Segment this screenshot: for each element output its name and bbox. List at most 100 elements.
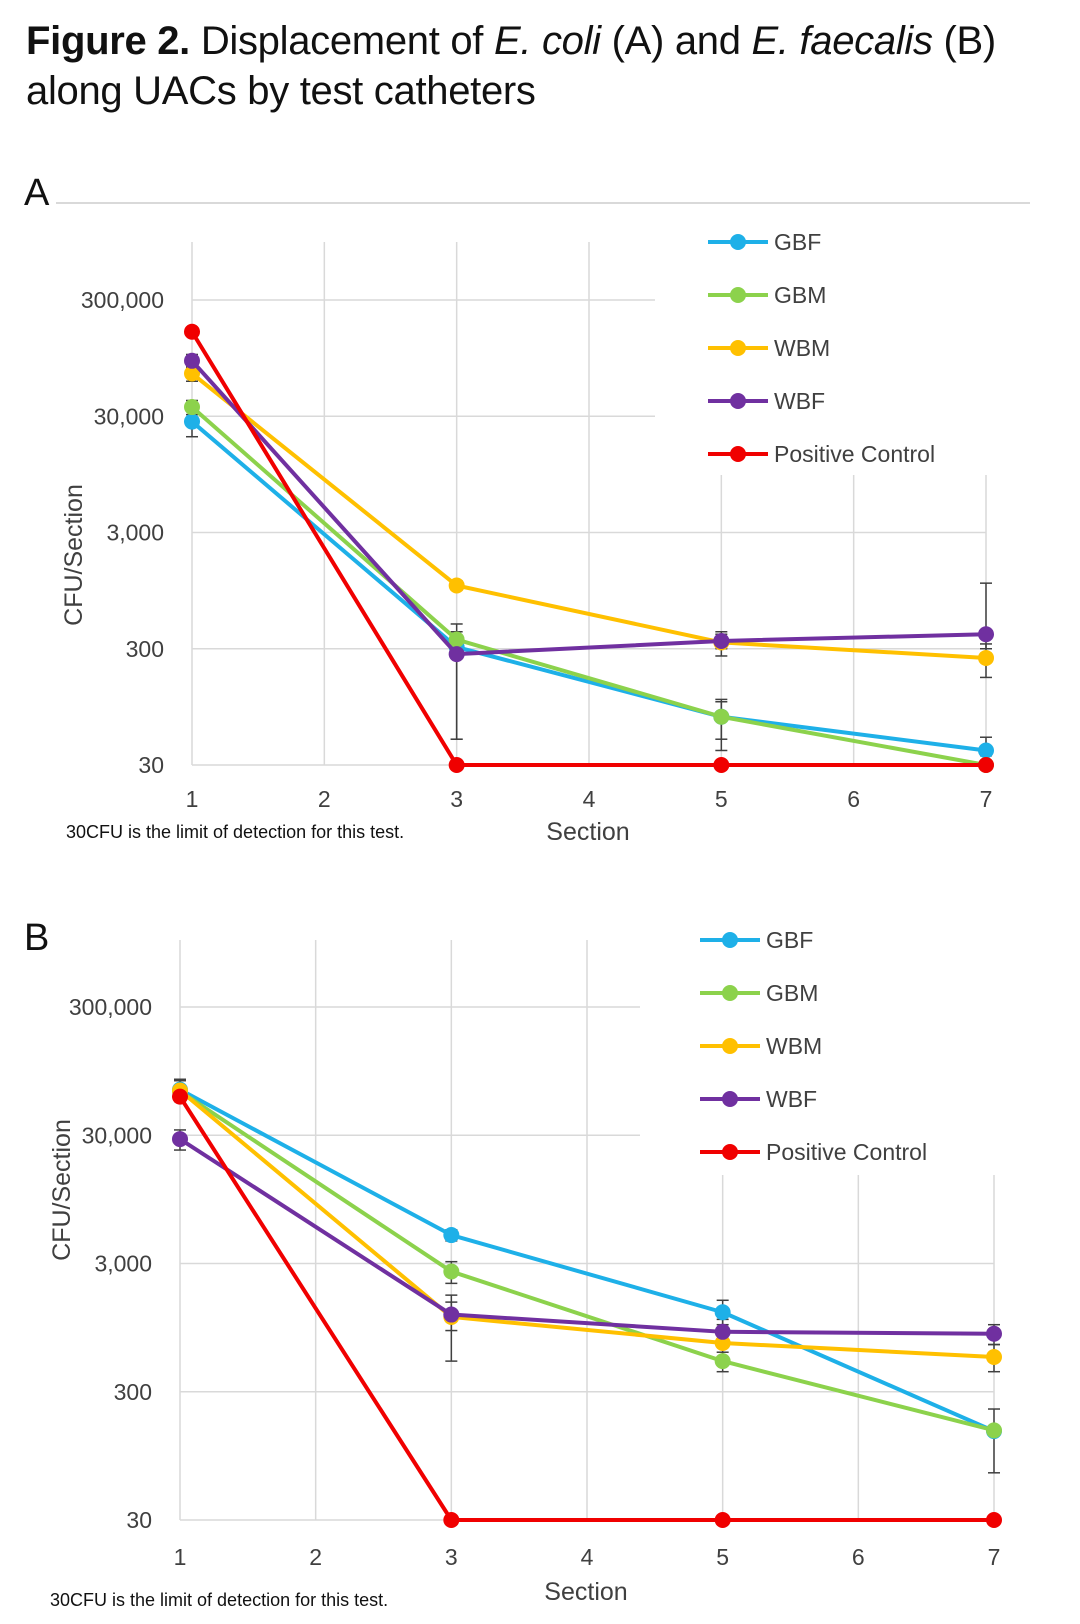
- data-point-wbm: [986, 1348, 1002, 1365]
- data-point-wbm: [978, 649, 994, 666]
- panel-letter: B: [24, 917, 49, 959]
- chart-panel-a: A 30 300 3,000 30,000 300,000 1 2 3 4 5 6 7 CFU/Secti…: [24, 172, 1030, 846]
- y-tick-label: 300: [126, 636, 164, 662]
- data-point-positive-control: [986, 1512, 1002, 1528]
- y-tick-label: 300: [114, 1379, 152, 1405]
- x-tick-label: 6: [852, 1544, 865, 1570]
- data-point-positive-control: [978, 757, 994, 773]
- figure-title-organism-2: E. faecalis: [751, 19, 933, 63]
- detection-limit-note: 30CFU is the limit of detection for this…: [66, 822, 404, 842]
- legend-swatch-marker: [730, 446, 746, 462]
- legend-label: Positive Control: [766, 1139, 927, 1165]
- legend-label: GBM: [766, 980, 818, 1006]
- legend-label: GBF: [766, 927, 813, 953]
- y-tick-label: 30: [126, 1507, 152, 1533]
- figure-title-part1: Displacement of: [190, 19, 494, 63]
- data-point-gbm: [448, 631, 465, 648]
- series-positive-control: [184, 323, 994, 773]
- series-line-gbf: [190, 420, 987, 753]
- y-axis-title: CFU/Section: [60, 484, 88, 626]
- x-tick-label: 2: [318, 786, 331, 812]
- legend-item-wbf: WBF: [700, 1086, 817, 1112]
- legend-swatch-marker: [722, 985, 738, 1001]
- series-line-gbm: [190, 405, 987, 767]
- data-point-wbm: [448, 577, 465, 594]
- legend-item-gbm: GBM: [700, 980, 818, 1006]
- x-tick-label: 2: [309, 1544, 322, 1570]
- legend-item-gbm: GBM: [708, 282, 826, 308]
- figure-title-line2: along UACs by test catheters: [26, 69, 536, 113]
- data-point-gbm: [713, 708, 730, 725]
- legend-label: WBM: [774, 335, 830, 361]
- data-point-gbf: [184, 413, 200, 430]
- legend-swatch-marker: [722, 1038, 738, 1054]
- series-line-wbf: [190, 359, 987, 657]
- x-tick-label: 7: [980, 786, 993, 812]
- data-point-wbf: [714, 1323, 731, 1340]
- legend-item-wbm: WBM: [700, 1033, 822, 1059]
- x-tick-label: 3: [445, 1544, 458, 1570]
- legend-label: GBF: [774, 229, 821, 255]
- x-tick-label: 1: [174, 1544, 187, 1570]
- legend-item-gbf: GBF: [708, 229, 821, 255]
- data-point-gbm: [184, 399, 200, 416]
- data-point-gbf: [714, 1304, 731, 1321]
- legend-item-positive-control: Positive Control: [708, 441, 935, 467]
- data-point-positive-control: [713, 757, 730, 773]
- series-line-wbm: [178, 1088, 995, 1359]
- series-wbf: [184, 352, 994, 663]
- figure-title-part3: (B): [932, 19, 997, 63]
- data-point-positive-control: [443, 1512, 460, 1528]
- legend-swatch-marker: [722, 932, 738, 948]
- data-point-wbf: [978, 626, 994, 643]
- x-tick-label: 5: [716, 1544, 729, 1570]
- x-tick-label: 1: [186, 786, 199, 812]
- legend-label: Positive Control: [774, 441, 935, 467]
- series-line-gbf: [179, 1087, 995, 1433]
- series-line-positive-control: [178, 1095, 994, 1522]
- y-tick-label: 30: [138, 752, 164, 778]
- legend-swatch-marker: [722, 1091, 738, 1107]
- chart-panel-b: B 30 300 3,000 30,000 300,000 1 2 3 4 5 6 7 CFU/Secti…: [24, 917, 1002, 1610]
- detection-limit-note: 30CFU is the limit of detection for this…: [50, 1590, 388, 1610]
- x-tick-label: 3: [450, 786, 463, 812]
- legend-swatch-marker: [730, 340, 746, 356]
- series-line-positive-control: [190, 330, 986, 767]
- series-line-gbm: [178, 1089, 995, 1433]
- data-point-wbf: [713, 632, 730, 649]
- y-tick-label: 300,000: [81, 287, 164, 313]
- figure-title-part2: (A) and: [600, 19, 752, 63]
- y-axis-title: CFU/Section: [48, 1119, 76, 1261]
- figure-title: Figure 2. Displacement of E. coli (A) an…: [26, 16, 1066, 116]
- legend-item-wbm: WBM: [708, 335, 830, 361]
- x-tick-label: 5: [715, 786, 728, 812]
- data-point-wbf: [448, 646, 465, 663]
- data-point-wbf: [184, 352, 200, 369]
- grid-lines: [179, 940, 995, 1521]
- data-point-wbm: [184, 365, 200, 382]
- y-tick-label: 3,000: [106, 520, 164, 546]
- data-point-positive-control: [448, 757, 465, 773]
- x-tick-label: 7: [988, 1544, 1001, 1570]
- data-point-gbf: [978, 742, 994, 759]
- legend-label: WBF: [766, 1086, 817, 1112]
- legend: GBF GBM WBM WBF Positive Control: [708, 229, 935, 467]
- legend-swatch-marker: [722, 1144, 738, 1160]
- data-point-gbm: [443, 1263, 460, 1280]
- series-positive-control: [172, 1088, 1002, 1528]
- data-point-wbm: [714, 1334, 731, 1351]
- legend-label: WBF: [774, 388, 825, 414]
- data-point-wbf: [986, 1325, 1002, 1342]
- legend-item-wbf: WBF: [708, 388, 825, 414]
- data-point-wbf: [443, 1306, 460, 1323]
- x-tick-label: 4: [581, 1544, 594, 1570]
- legend-item-positive-control: Positive Control: [700, 1139, 927, 1165]
- series-wbf: [172, 1131, 1002, 1342]
- legend-item-gbf: GBF: [700, 927, 813, 953]
- y-tick-label: 3,000: [94, 1251, 152, 1277]
- series-line-wbf: [178, 1137, 995, 1336]
- legend: GBF GBM WBM WBF Positive Control: [700, 927, 927, 1165]
- legend-label: WBM: [766, 1033, 822, 1059]
- data-point-gbf: [443, 1227, 460, 1244]
- legend-label: GBM: [774, 282, 826, 308]
